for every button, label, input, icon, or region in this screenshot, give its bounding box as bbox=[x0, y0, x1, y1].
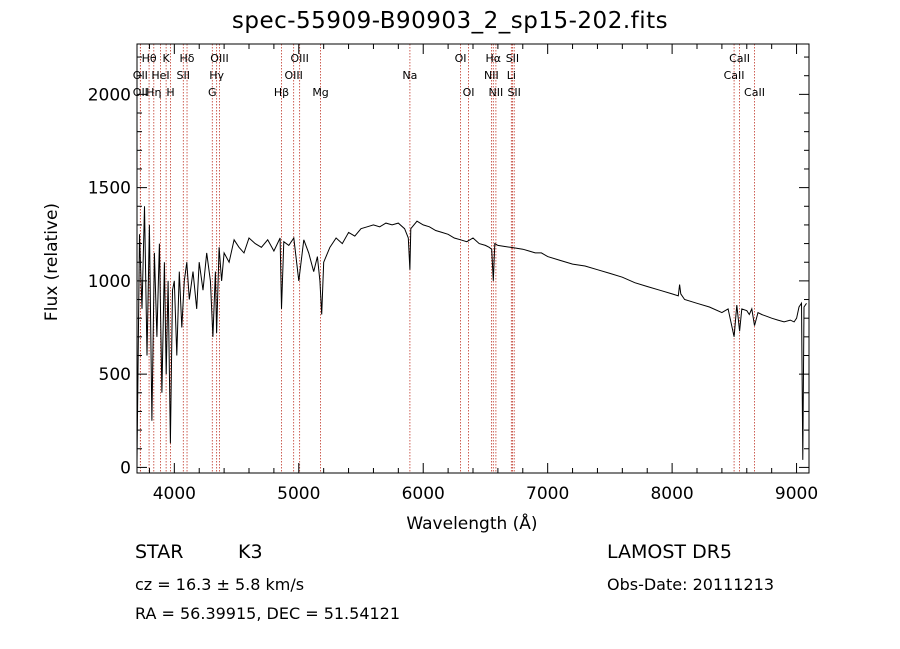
line-label: Na bbox=[402, 69, 417, 82]
y-tick-label: 2000 bbox=[88, 85, 131, 105]
y-axis-label: Flux (relative) bbox=[42, 203, 62, 321]
line-label: OI bbox=[455, 52, 467, 65]
chart-title: spec-55909-B90903_2_sp15-202.fits bbox=[231, 8, 669, 34]
line-label: SII bbox=[507, 86, 520, 99]
y-tick-label: 1500 bbox=[88, 179, 131, 199]
x-tick-label: 8000 bbox=[650, 484, 693, 504]
line-label: NII bbox=[484, 69, 499, 82]
line-label: CaII bbox=[724, 69, 745, 82]
plot-frame bbox=[136, 43, 810, 474]
class-label: STAR bbox=[135, 541, 184, 563]
redshift-label: cz = 16.3 ± 5.8 km/s bbox=[135, 575, 305, 594]
survey-label: LAMOST DR5 bbox=[607, 541, 732, 563]
line-label: Hη bbox=[146, 86, 161, 99]
line-label: Hα bbox=[486, 52, 502, 65]
x-tick-label: 6000 bbox=[402, 484, 445, 504]
line-label: OIII bbox=[284, 69, 302, 82]
line-label: OIII bbox=[210, 52, 228, 65]
line-label: Hγ bbox=[209, 69, 224, 82]
line-label: SII bbox=[177, 69, 190, 82]
x-tick-label: 4000 bbox=[153, 484, 196, 504]
obs-date-label: Obs-Date: 20111213 bbox=[607, 575, 775, 594]
line-markers bbox=[139, 44, 755, 473]
x-tick-label: 7000 bbox=[526, 484, 569, 504]
line-label: CaII bbox=[744, 86, 765, 99]
y-tick-label: 500 bbox=[99, 365, 131, 385]
line-label: SII bbox=[506, 52, 519, 65]
line-label: K bbox=[163, 52, 171, 65]
subclass-label: K3 bbox=[238, 541, 263, 563]
x-axis-ticks: 4000 5000 6000 7000 8000 9000 bbox=[148, 44, 818, 504]
line-label: Hδ bbox=[180, 52, 195, 65]
x-tick-label: 9000 bbox=[775, 484, 818, 504]
line-label: CaII bbox=[729, 52, 750, 65]
y-tick-label: 1000 bbox=[88, 272, 131, 292]
line-label: HeI bbox=[151, 69, 169, 82]
line-label: OI bbox=[463, 86, 475, 99]
coordinates-label: RA = 56.39915, DEC = 51.54121 bbox=[135, 604, 401, 623]
line-label: OIII bbox=[290, 52, 308, 65]
line-label: Li bbox=[507, 69, 516, 82]
line-label: G bbox=[208, 86, 217, 99]
y-axis-ticks: 0 500 1000 1500 2000 bbox=[88, 56, 809, 478]
line-label: Hθ bbox=[142, 52, 157, 65]
spectrum-line bbox=[136, 206, 807, 462]
line-label: NII bbox=[489, 86, 504, 99]
line-label: H bbox=[166, 86, 174, 99]
y-tick-label: 0 bbox=[120, 458, 131, 478]
line-label: Mg bbox=[312, 86, 328, 99]
line-label: Hβ bbox=[274, 86, 289, 99]
x-axis-label: Wavelength (Å) bbox=[406, 512, 537, 534]
x-tick-label: 5000 bbox=[277, 484, 320, 504]
